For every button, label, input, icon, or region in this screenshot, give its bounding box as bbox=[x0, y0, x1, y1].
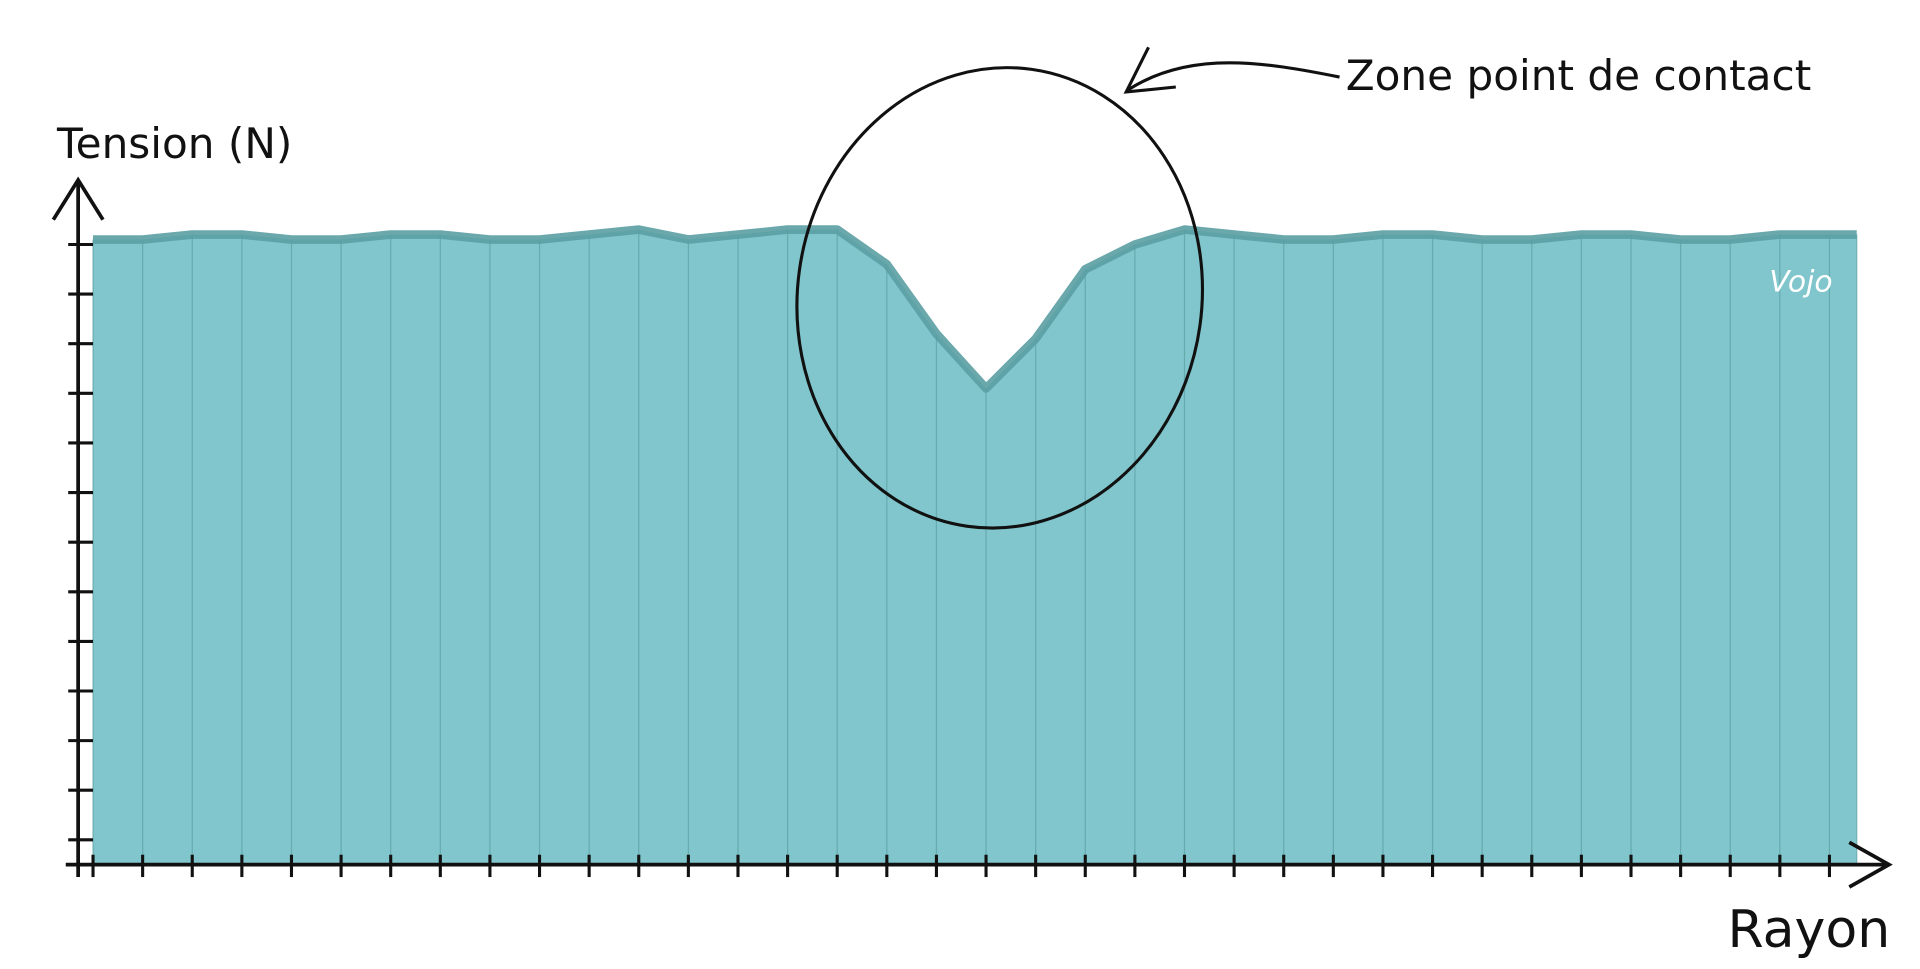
annotation: Zone point de contact bbox=[1346, 51, 1811, 100]
x-axis-arrow bbox=[1848, 840, 1893, 889]
area-fill bbox=[93, 229, 1857, 865]
watermark: Vojo bbox=[1769, 264, 1832, 299]
annotation-arrow bbox=[1127, 61, 1340, 91]
area-line bbox=[93, 225, 1857, 393]
x-axis-label: Rayon bbox=[1728, 900, 1891, 960]
y-axis-arrow bbox=[51, 176, 105, 221]
highlight-circle bbox=[795, 66, 1205, 530]
y-axis-label: Tension (N) bbox=[56, 119, 292, 168]
annotation-arrowhead bbox=[1123, 46, 1176, 94]
plot-area bbox=[51, 176, 1893, 889]
